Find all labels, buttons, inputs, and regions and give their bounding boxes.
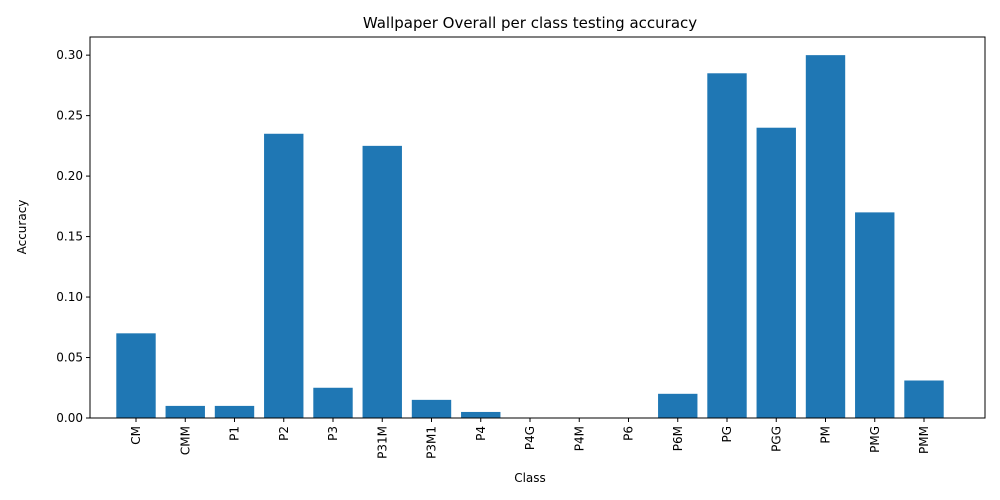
x-tick-label: P31M xyxy=(375,426,389,459)
bar-cm xyxy=(116,333,156,418)
x-tick-label: CM xyxy=(129,426,143,445)
bar-p3 xyxy=(313,387,353,418)
y-axis-ticks: 0.00 0.05 0.10 0.15 0.20 0.25 0.30 xyxy=(56,48,90,425)
bar-p31m xyxy=(362,145,402,419)
x-tick-label: P1 xyxy=(228,426,242,441)
x-axis-title: Class xyxy=(514,471,546,485)
x-tick-label: PMM xyxy=(917,426,931,454)
x-tick-label: PGG xyxy=(769,426,783,452)
bar-p6m xyxy=(658,393,698,418)
y-tick-label: 0.10 xyxy=(56,290,83,304)
y-tick-label: 0.25 xyxy=(56,109,83,123)
bar-cmm xyxy=(165,405,205,418)
bar-pg xyxy=(707,73,747,418)
x-tick-label: P4 xyxy=(474,426,488,441)
x-tick-label: P6 xyxy=(622,426,636,441)
x-tick-label: P3 xyxy=(326,426,340,441)
chart-title: Wallpaper Overall per class testing accu… xyxy=(363,14,697,32)
x-tick-label: P6M xyxy=(671,426,685,451)
x-tick-label: PM xyxy=(819,426,833,444)
x-tick-label: P4G xyxy=(523,426,537,450)
bar-p2 xyxy=(264,133,304,418)
bar-pgg xyxy=(756,127,796,419)
y-tick-label: 0.20 xyxy=(56,169,83,183)
y-tick-label: 0.15 xyxy=(56,230,83,244)
y-tick-label: 0.00 xyxy=(56,411,83,425)
y-tick-label: 0.05 xyxy=(56,351,83,365)
bar-p4 xyxy=(461,411,501,418)
y-axis-title: Accuracy xyxy=(15,200,29,255)
y-tick-label: 0.30 xyxy=(56,48,83,62)
x-axis-ticks: CM CMM P1 P2 P3 P31M P3M1 P4 P4G P4M P6 P6M PG PGG PM P… xyxy=(129,418,931,459)
x-tick-label: PMG xyxy=(868,426,882,453)
bar-pm xyxy=(805,55,846,418)
x-tick-label: PG xyxy=(720,426,734,443)
bars-group xyxy=(116,55,944,419)
x-tick-label: P4M xyxy=(572,426,586,451)
bar-p1 xyxy=(214,405,255,418)
x-tick-label: P3M1 xyxy=(425,426,439,459)
x-tick-label: CMM xyxy=(178,426,192,455)
x-tick-label: P2 xyxy=(277,426,291,441)
plot-frame xyxy=(89,36,986,419)
bar-pmm xyxy=(904,380,944,418)
bar-p3m1 xyxy=(411,399,452,418)
bar-pmg xyxy=(855,212,895,418)
